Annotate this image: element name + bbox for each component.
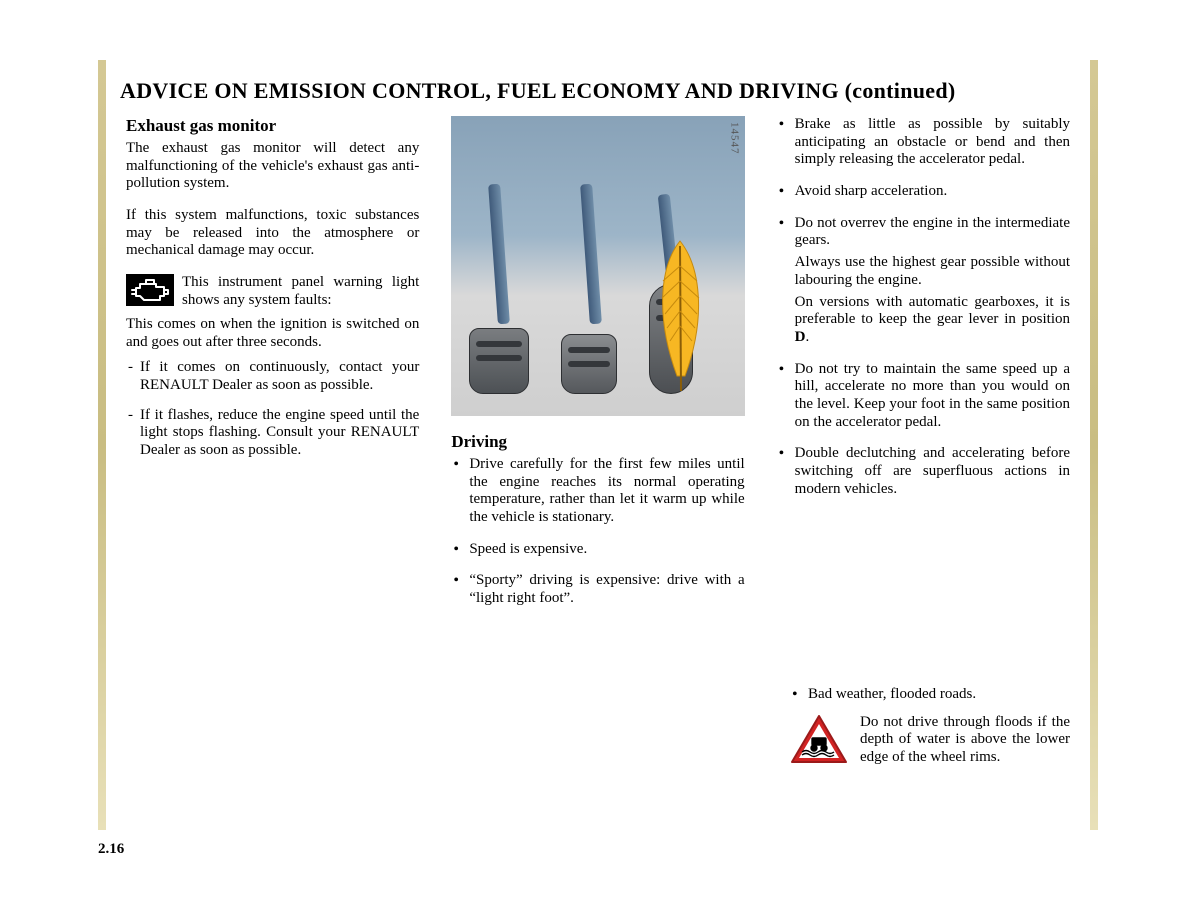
col3-bullets: Brake as little as possible by suitably … [777, 116, 1070, 498]
col3-b1: Brake as little as possible by suitably … [777, 116, 1070, 169]
col3-b3-sub2-bold: D [795, 329, 806, 345]
engine-warning-text: This instrument panel warning light show… [182, 274, 419, 309]
col1-p3: This comes on when the ignition is switc… [126, 316, 419, 351]
col1-dash-2: If it flashes, reduce the engine speed u… [126, 407, 419, 460]
col3-b2: Avoid sharp acceleration. [777, 183, 1070, 201]
engine-warning-icon [126, 274, 174, 312]
content-columns: Exhaust gas monitor The exhaust gas moni… [126, 116, 1070, 622]
decor-bar-right [1090, 60, 1098, 830]
flood-warning-icon [790, 714, 848, 772]
col1-dash-1: If it comes on continuously, contact you… [126, 359, 419, 394]
col3-b3-sub1: Always use the highest gear possible wit… [795, 254, 1070, 289]
col3-warning-block: Bad weather, flooded roads. Do not drive… [790, 686, 1070, 771]
clutch-pedal-icon [469, 274, 529, 394]
warn-heading: Bad weather, flooded roads. [790, 686, 1070, 704]
col1-p2: If this system malfunctions, toxic subst… [126, 207, 419, 260]
col3-b3-text: Do not overrev the engine in the interme… [795, 215, 1070, 249]
column-2: 14547 Driving Drive car [451, 116, 744, 622]
page-number: 2.16 [98, 841, 124, 858]
col3-b4: Do not try to maintain the same speed up… [777, 361, 1070, 432]
figure-id: 14547 [728, 122, 741, 155]
column-1: Exhaust gas monitor The exhaust gas moni… [126, 116, 419, 622]
decor-bar-left [98, 60, 106, 830]
col2-b3: “Sporty” driving is expensive: drive wit… [451, 572, 744, 607]
column-3: Brake as little as possible by suitably … [777, 116, 1070, 622]
manual-page: ADVICE ON EMISSION CONTROL, FUEL ECONOMY… [98, 60, 1098, 880]
col2-heading: Driving [451, 432, 744, 452]
engine-warning-row: This instrument panel warning light show… [126, 274, 419, 312]
col3-b3-sub2: On versions with automatic gearboxes, it… [795, 294, 1070, 347]
col2-b1: Drive carefully for the first few miles … [451, 456, 744, 527]
warn-content: Do not drive through floods if the depth… [790, 714, 1070, 772]
col1-dash-list: If it comes on continuously, contact you… [126, 359, 419, 459]
brake-pedal-icon [561, 274, 621, 394]
col2-bullets: Drive carefully for the first few miles … [451, 456, 744, 608]
col1-heading: Exhaust gas monitor [126, 116, 419, 136]
page-title: ADVICE ON EMISSION CONTROL, FUEL ECONOMY… [120, 78, 956, 104]
accelerator-pedal-icon [649, 274, 709, 394]
col3-b3-sub2-pre: On versions with automatic gearboxes, it… [795, 294, 1070, 328]
col2-b2: Speed is expensive. [451, 541, 744, 559]
warn-text: Do not drive through floods if the depth… [860, 714, 1070, 767]
col3-b3: Do not overrev the engine in the interme… [777, 215, 1070, 347]
col1-p1: The exhaust gas monitor will detect any … [126, 140, 419, 193]
col3-b5: Double declutching and accelerating befo… [777, 445, 1070, 498]
col3-b3-sub2-post: . [806, 329, 810, 345]
pedals-figure: 14547 [451, 116, 744, 416]
